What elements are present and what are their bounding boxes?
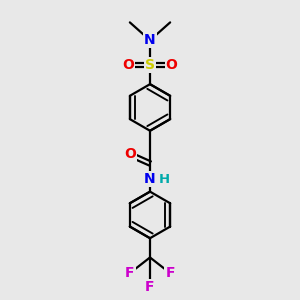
Text: O: O [123,58,134,72]
Text: F: F [145,280,155,294]
Text: H: H [159,172,170,186]
Text: O: O [166,58,177,72]
Text: F: F [125,266,135,280]
Text: N: N [144,33,156,47]
Text: S: S [145,58,155,72]
Text: F: F [165,266,175,280]
Text: O: O [124,148,136,161]
Text: N: N [144,172,156,186]
